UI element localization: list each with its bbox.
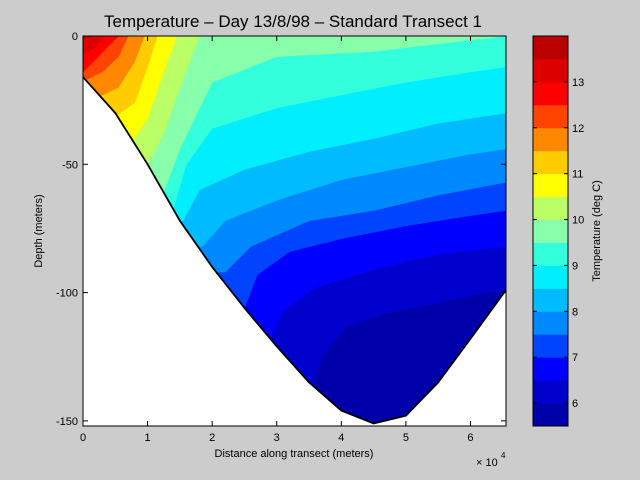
x-tick-label: 5 bbox=[403, 432, 409, 444]
colorbar-swatch bbox=[533, 81, 568, 106]
colorbar-tick-label: 9 bbox=[572, 260, 578, 272]
y-tick-label: 0 bbox=[72, 31, 78, 43]
plot-frame bbox=[82, 35, 507, 427]
plot-area bbox=[83, 36, 506, 426]
colorbar-swatch bbox=[533, 242, 568, 266]
colorbar-frame bbox=[532, 35, 569, 427]
x-tick-label: 2 bbox=[209, 432, 215, 444]
colorbar-swatch bbox=[533, 36, 568, 60]
contour-band bbox=[83, 36, 95, 39]
y-tick-label: -50 bbox=[62, 159, 78, 171]
colorbar-swatch bbox=[533, 196, 568, 221]
colorbar-swatch bbox=[533, 403, 568, 427]
colorbar-swatch bbox=[533, 311, 568, 335]
colorbar-axis: 6 7 8 9 10 11 12 13 bbox=[533, 77, 584, 410]
colorbar-swatch bbox=[533, 357, 568, 381]
colorbar-tick-label: 8 bbox=[572, 306, 578, 318]
colorbar-tick-label: 13 bbox=[572, 77, 584, 89]
x-axis: 0 1 2 3 4 5 6 bbox=[80, 36, 474, 444]
x-multiplier-exponent: 4 bbox=[501, 451, 506, 460]
colorbar-swatch bbox=[533, 173, 568, 198]
colorbar-swatch bbox=[533, 104, 568, 129]
chart-title: Temperature – Day 13/8/98 – Standard Tra… bbox=[104, 12, 482, 31]
x-axis-label: Distance along transect (meters) bbox=[215, 448, 374, 460]
colorbar-swatch bbox=[533, 334, 568, 358]
colorbar-swatch bbox=[533, 150, 568, 175]
x-tick-label: 3 bbox=[274, 432, 280, 444]
colorbar-swatch bbox=[533, 219, 568, 243]
colorbar-swatch bbox=[533, 288, 568, 312]
colorbar-swatch bbox=[533, 380, 568, 404]
colorbar-tick-label: 12 bbox=[572, 123, 584, 135]
x-tick-label: 1 bbox=[145, 432, 151, 444]
colorbar-swatch bbox=[533, 58, 568, 83]
x-tick-label: 4 bbox=[338, 432, 344, 444]
y-axis: 0 -50 -100 -150 bbox=[56, 31, 506, 428]
colorbar-tick-label: 6 bbox=[572, 398, 578, 410]
y-tick-label: -100 bbox=[56, 288, 78, 300]
colorbar-tick-label: 7 bbox=[572, 352, 578, 364]
x-multiplier-label: × 10 bbox=[476, 457, 498, 469]
x-tick-label: 6 bbox=[467, 432, 473, 444]
contour-band bbox=[83, 36, 105, 55]
colorbar bbox=[533, 36, 568, 427]
colorbar-tick-label: 10 bbox=[572, 215, 584, 227]
seafloor-line bbox=[83, 76, 506, 425]
contour-band bbox=[83, 36, 506, 193]
colorbar-swatch bbox=[533, 265, 568, 289]
y-tick-label: -150 bbox=[56, 416, 78, 428]
seafloor-region bbox=[83, 77, 506, 426]
colorbar-label: Temperature (deg C) bbox=[591, 180, 603, 282]
x-tick-label: 0 bbox=[80, 432, 86, 444]
colorbar-swatch bbox=[533, 127, 568, 152]
y-axis-label: Depth (meters) bbox=[33, 194, 45, 267]
colorbar-tick-label: 11 bbox=[572, 169, 583, 181]
